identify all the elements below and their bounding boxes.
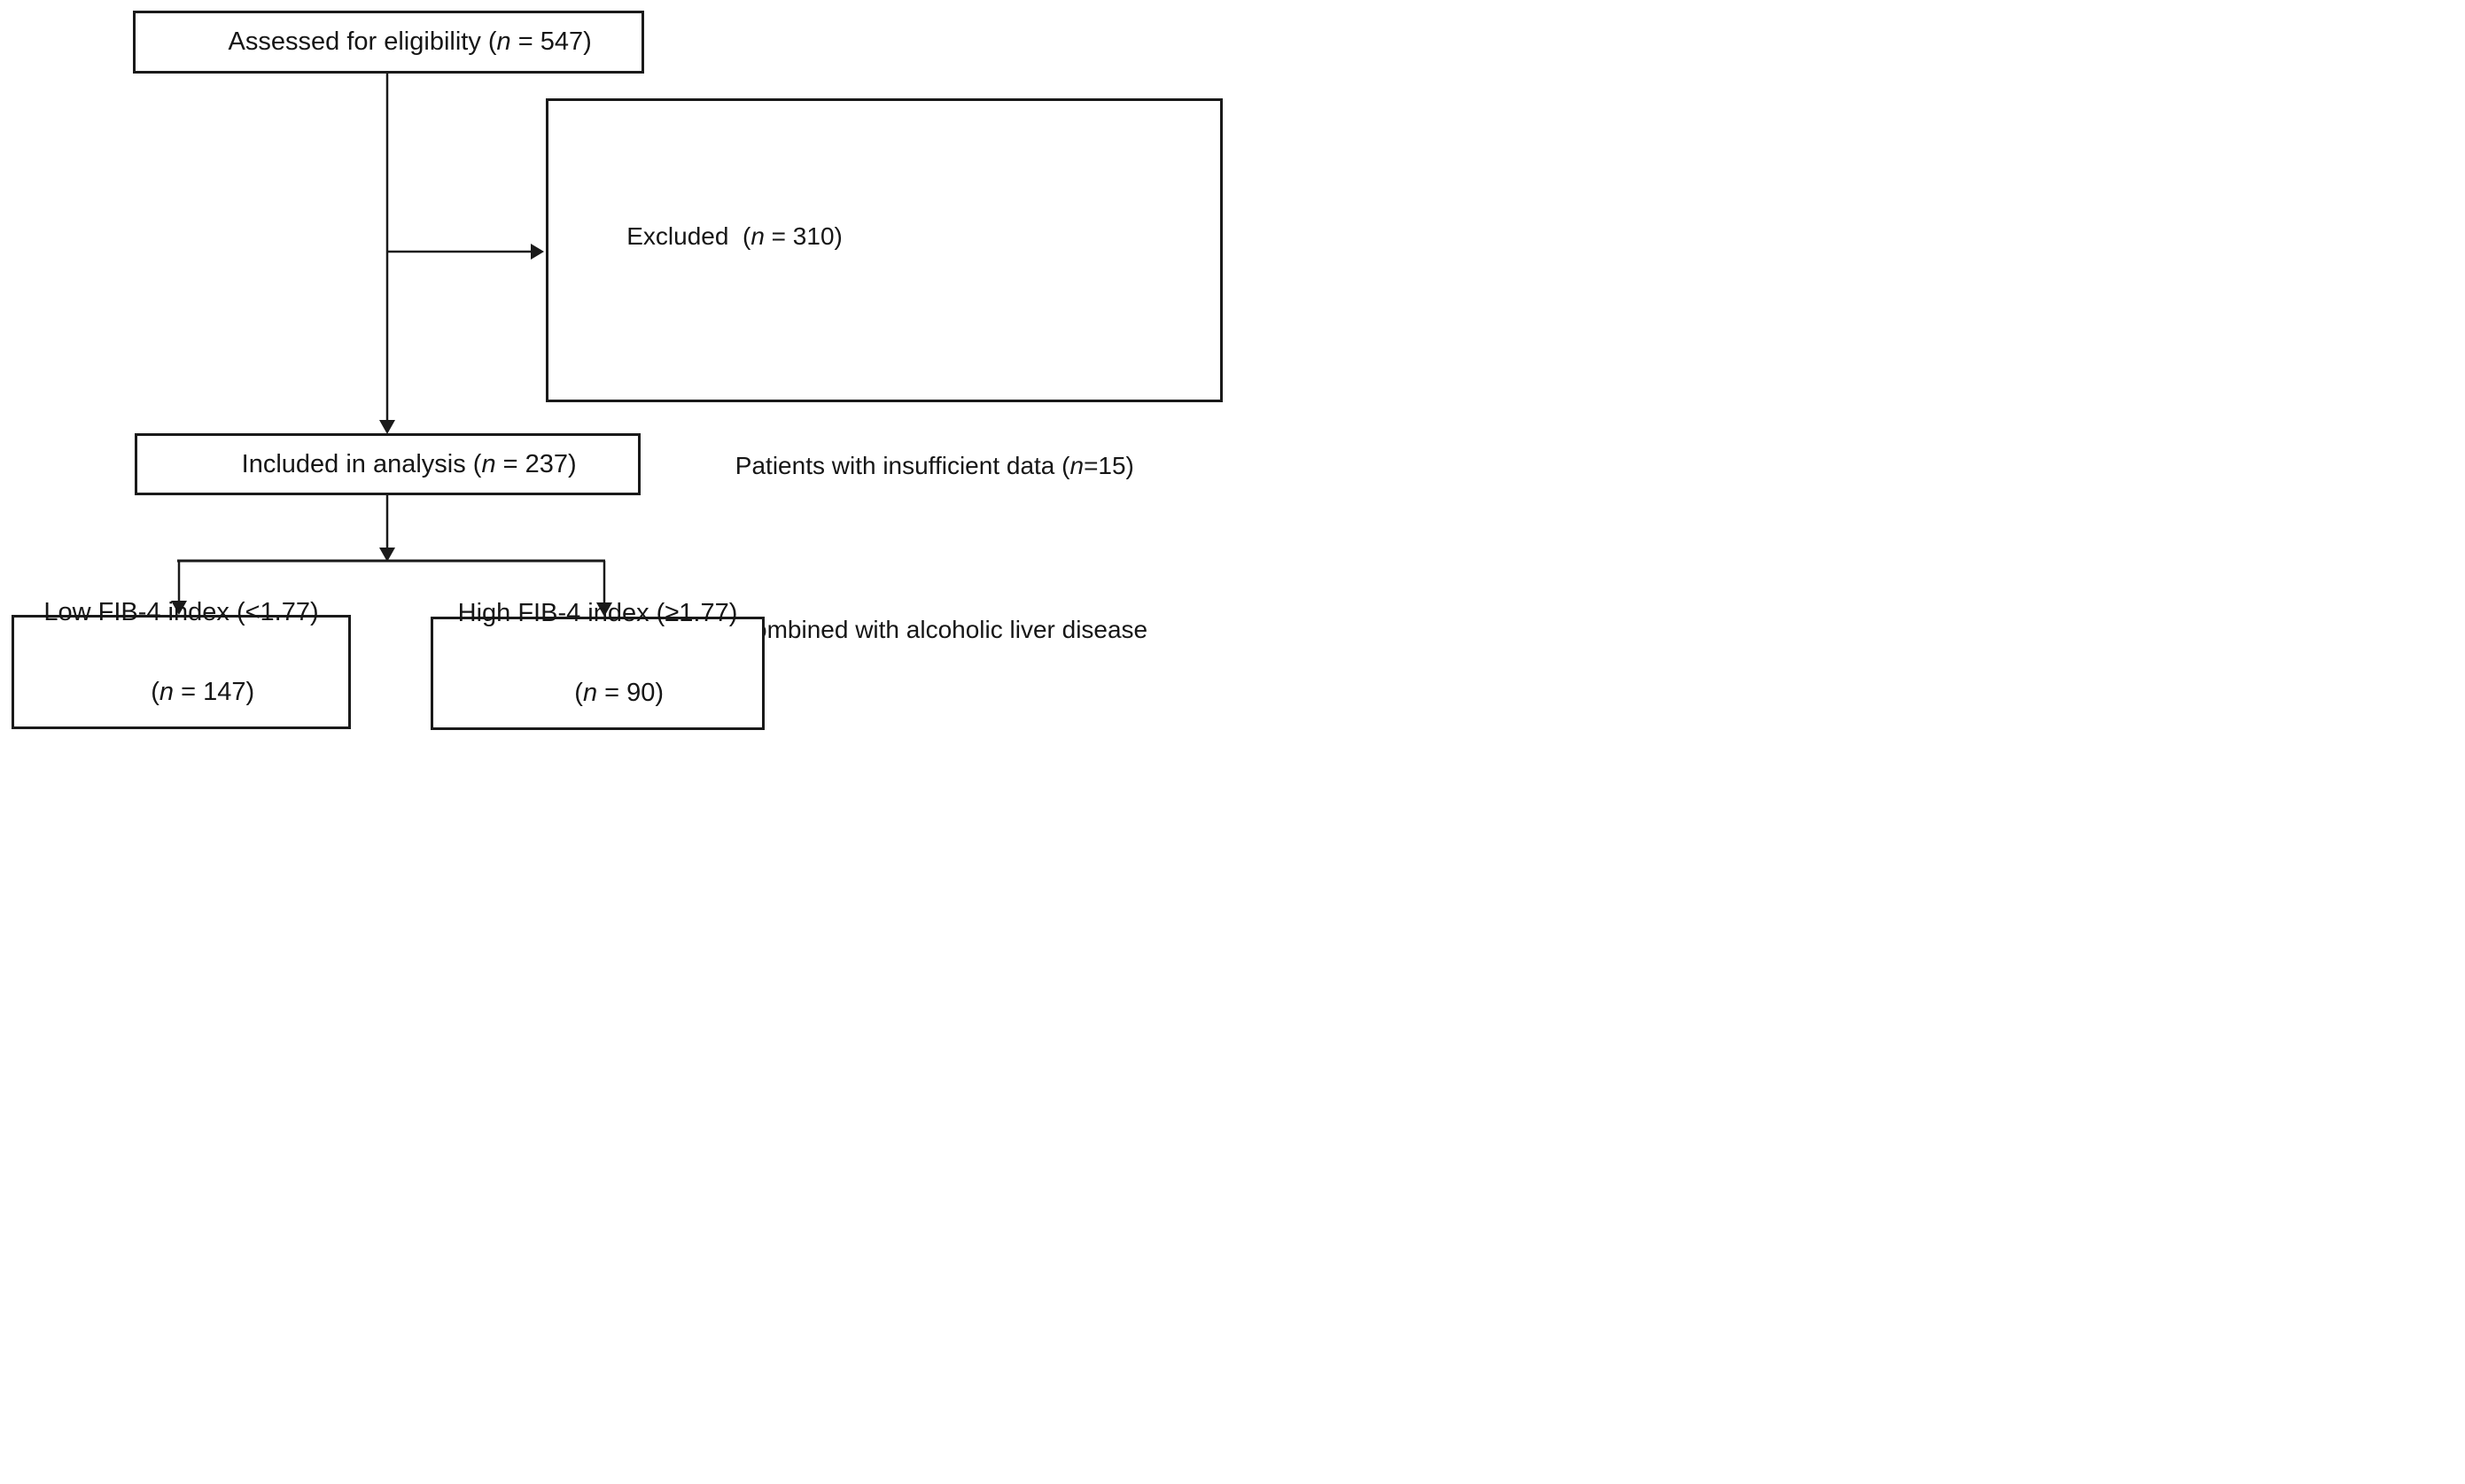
arrowhead-into-excluded <box>531 244 544 260</box>
excluded-item: Patients with insufficient data (n=15) <box>666 416 1202 515</box>
text-segment: = 147) <box>174 677 255 706</box>
text-segment: Excluded ( <box>626 222 751 250</box>
arrowhead-into-included <box>379 420 395 434</box>
high-fib4-label: High FIB-4 index (≥1.77) <box>457 599 738 627</box>
flow-diagram: Assessed for eligibility (n = 547) Exclu… <box>0 0 1232 742</box>
text-segment: = 237) <box>495 449 577 478</box>
high-fib4-box: High FIB-4 index (≥1.77) (n = 90) <box>431 599 765 730</box>
low-fib4-label: Low FIB-4 index (<1.77) <box>43 597 319 626</box>
text-segment: ( <box>151 677 159 706</box>
n-symbol: n <box>582 679 598 707</box>
n-symbol: n <box>481 449 496 478</box>
arrowhead-into-low <box>171 601 187 615</box>
text-segment: =15) <box>1084 452 1134 479</box>
low-fib4-count: (n = 147) <box>108 633 254 743</box>
n-symbol: n <box>159 677 175 706</box>
n-symbol: n <box>1069 452 1085 479</box>
text-segment: Patients with insufficient data ( <box>735 452 1070 479</box>
assessed-label: Assessed for eligibility (n = 547) <box>185 0 592 86</box>
text-segment: = 310) <box>764 222 843 250</box>
text-segment: Assessed for eligibility ( <box>228 27 497 56</box>
excluded-box: Excluded (n = 310) Patients with insuffi… <box>546 98 1223 676</box>
n-symbol: n <box>750 222 765 250</box>
arrowhead-at-split <box>379 548 395 562</box>
excluded-header: Excluded (n = 310) <box>572 187 1202 285</box>
text-segment: Included in analysis ( <box>241 449 482 478</box>
flow-connectors <box>171 73 612 617</box>
n-symbol: n <box>496 27 511 56</box>
included-box: Included in analysis (n = 237) <box>135 433 641 495</box>
text-segment: = 90) <box>597 679 665 707</box>
text-segment: ( <box>574 679 583 707</box>
high-fib4-count: (n = 90) <box>532 633 664 742</box>
included-label: Included in analysis (n = 237) <box>198 421 577 509</box>
arrowhead-into-high <box>596 602 612 617</box>
text-segment: = 547) <box>510 27 592 56</box>
assessed-box: Assessed for eligibility (n = 547) <box>133 11 644 74</box>
low-fib4-box: Low FIB-4 index (<1.77) (n = 147) <box>12 598 351 729</box>
